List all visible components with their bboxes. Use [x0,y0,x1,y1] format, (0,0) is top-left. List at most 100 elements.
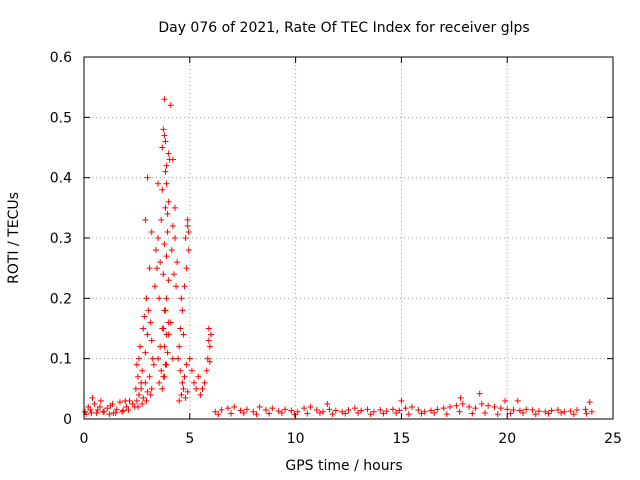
data-point [324,400,331,407]
data-point [91,400,98,407]
data-point [212,408,219,415]
data-point [383,408,390,415]
data-point [167,319,174,326]
data-point [494,411,501,418]
data-point [329,411,336,418]
data-point [418,410,425,417]
data-point [163,295,170,302]
data-point [532,411,539,418]
data-point [282,406,289,413]
data-point [148,228,155,235]
data-point [203,367,210,374]
data-point [478,400,485,407]
data-point [162,138,169,145]
data-point [469,410,476,417]
data-point [142,349,149,356]
data-point [116,399,123,406]
data-point [89,394,96,401]
data-point [201,379,208,386]
data-point [457,394,464,401]
data-point [476,390,483,397]
data-point [253,411,260,418]
data-point [165,331,172,338]
data-point [320,408,327,415]
data-point [139,400,146,407]
data-point [156,379,163,386]
data-point [205,337,212,344]
data-point [275,408,282,415]
data-point [554,406,561,413]
x-tick-label-2: 10 [287,431,305,447]
data-point [147,319,154,326]
data-point [339,408,346,415]
data-point [456,408,463,415]
data-point [144,174,151,181]
chart-title: Day 076 of 2021, Rate Of TEC Index for r… [158,20,529,36]
data-point [156,295,163,302]
data-point [175,355,182,362]
data-point [94,406,101,413]
data-point [453,402,460,409]
data-point [137,343,144,350]
data-point [405,411,412,418]
data-point [377,406,384,413]
data-point [514,397,521,404]
data-point [159,385,166,392]
data-point [155,180,162,187]
data-point [183,361,190,368]
data-point [161,241,168,248]
data-point [161,343,168,350]
data-point [466,403,473,410]
data-point [106,411,113,418]
data-point [262,406,269,413]
data-point [169,355,176,362]
data-point [443,411,450,418]
data-point [197,391,204,398]
data-point [151,283,158,290]
data-point [163,162,170,169]
data-point [164,228,171,235]
data-point [176,343,183,350]
data-point [206,343,213,350]
data-point [142,379,149,386]
data-point [133,397,140,404]
data-point [88,409,95,416]
data-point [143,295,150,302]
data-point [144,388,151,395]
data-point [168,247,175,254]
data-point [180,331,187,338]
x-axis-ticks: 0 5 10 15 20 25 [80,57,622,447]
data-point [472,405,479,412]
data-point [113,406,120,413]
data-point [188,367,195,374]
data-point [136,355,143,362]
data-point [150,361,157,368]
y-tick-label-5: 0.5 [50,110,72,126]
data-point [100,408,107,415]
data-points [82,96,595,418]
data-point [177,367,184,374]
data-point [162,307,169,314]
data-point [139,367,146,374]
data-point [588,408,595,415]
data-point [140,325,147,332]
data-point [133,361,140,368]
y-tick-label-2: 0.2 [50,291,72,307]
data-point [159,144,166,151]
data-point [87,406,94,413]
data-point [181,373,188,380]
data-point [351,405,358,412]
data-point [163,253,170,260]
data-point [558,409,565,416]
data-point [228,410,235,417]
data-point [165,198,172,205]
data-point [507,410,514,417]
data-point [440,405,447,412]
y-tick-label-6: 0.6 [50,50,72,66]
data-point [129,400,136,407]
data-point [332,407,339,414]
data-point [85,403,92,410]
data-point [160,126,167,133]
data-point [304,410,311,417]
